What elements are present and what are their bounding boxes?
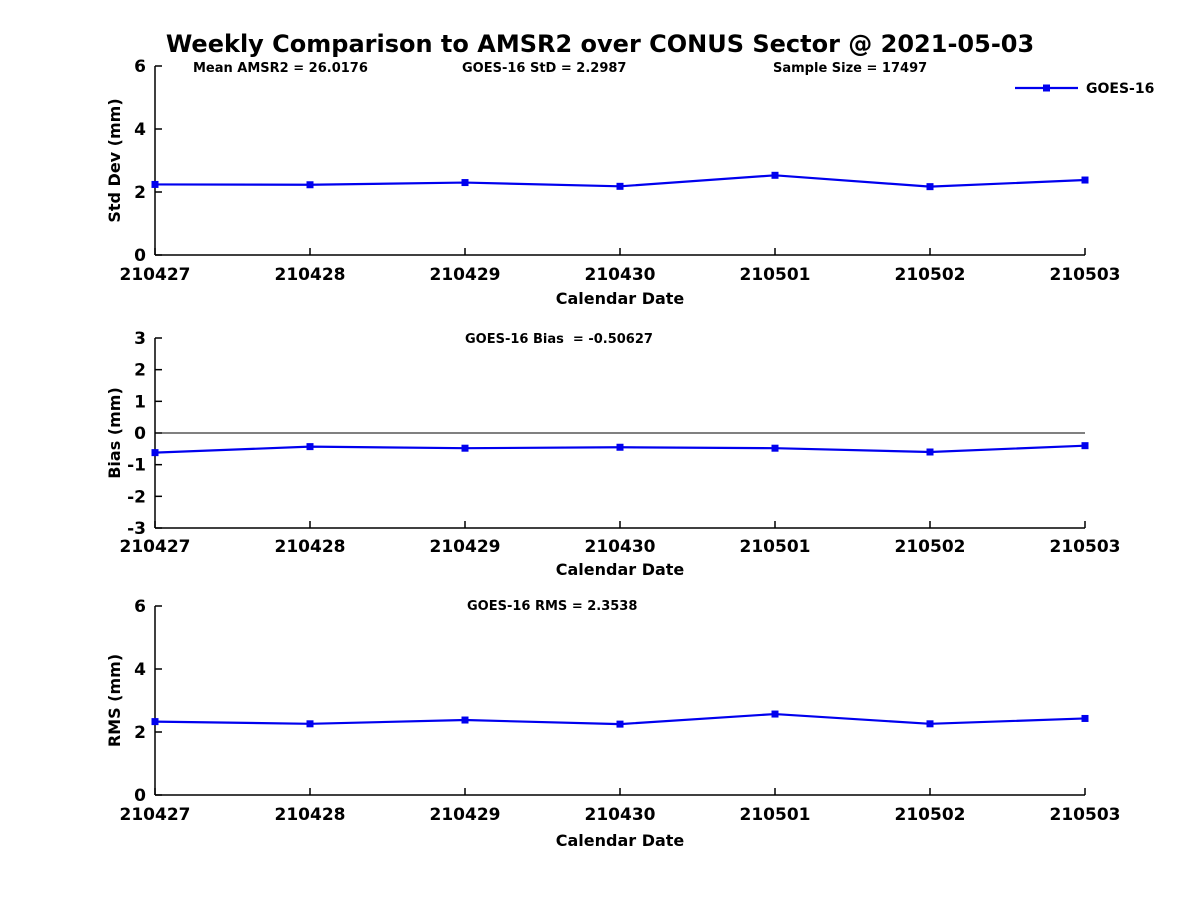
series-marker: [616, 182, 624, 190]
series-marker: [771, 171, 779, 179]
x-tick-label: 210428: [275, 537, 346, 557]
x-tick-label: 210503: [1050, 265, 1121, 285]
series-marker: [1081, 176, 1089, 184]
y-tick-label: 2: [134, 183, 146, 203]
y-tick-label: -2: [127, 487, 146, 507]
series-marker: [306, 181, 314, 189]
y-tick-label: -3: [127, 519, 146, 539]
y-tick-label: 4: [134, 660, 146, 680]
y-tick-label: 2: [134, 723, 146, 743]
panel-title: GOES-16 Bias = -0.50627: [465, 332, 653, 347]
y-axis-title: Bias (mm): [105, 387, 124, 479]
x-tick-label: 210430: [585, 805, 656, 825]
series-marker: [926, 720, 934, 728]
x-tick-label: 210502: [895, 537, 966, 557]
series-marker: [461, 716, 469, 724]
x-tick-label: 210502: [895, 805, 966, 825]
y-tick-label: 0: [134, 424, 146, 444]
panel-title: GOES-16 RMS = 2.3538: [467, 599, 637, 614]
y-tick-label: 2: [134, 361, 146, 381]
series-marker: [306, 443, 314, 451]
y-tick-label: -1: [127, 456, 146, 476]
x-axis-title: Calendar Date: [556, 289, 685, 308]
series-marker: [151, 718, 159, 726]
x-axis-title: Calendar Date: [556, 831, 685, 850]
figure-title: Weekly Comparison to AMSR2 over CONUS Se…: [165, 30, 1035, 58]
series-marker: [461, 179, 469, 187]
series-marker: [1081, 714, 1089, 722]
x-tick-label: 210503: [1050, 537, 1121, 557]
x-tick-label: 210429: [430, 265, 501, 285]
x-tick-label: 210503: [1050, 805, 1121, 825]
x-tick-label: 210427: [120, 805, 191, 825]
x-tick-label: 210502: [895, 265, 966, 285]
x-tick-label: 210430: [585, 537, 656, 557]
x-tick-label: 210429: [430, 805, 501, 825]
y-tick-label: 6: [134, 57, 146, 77]
y-axis-title: Std Dev (mm): [105, 98, 124, 222]
series-marker: [616, 720, 624, 728]
panel-annotation: GOES-16 StD = 2.2987: [462, 61, 626, 76]
series-marker: [926, 183, 934, 191]
x-tick-label: 210428: [275, 265, 346, 285]
series-marker: [616, 443, 624, 451]
y-axis-title: RMS (mm): [105, 654, 124, 747]
y-tick-label: 0: [134, 786, 146, 806]
x-tick-label: 210427: [120, 537, 191, 557]
y-tick-label: 0: [134, 246, 146, 266]
y-tick-label: 1: [134, 392, 146, 412]
series-marker: [1081, 442, 1089, 450]
series-marker: [151, 180, 159, 188]
series-marker: [461, 444, 469, 452]
x-tick-label: 210430: [585, 265, 656, 285]
y-tick-label: 3: [134, 329, 146, 349]
legend-marker: [1043, 84, 1050, 92]
x-tick-label: 210428: [275, 805, 346, 825]
x-tick-label: 210427: [120, 265, 191, 285]
series-marker: [771, 710, 779, 718]
legend-label: GOES-16: [1086, 81, 1154, 97]
panel-annotation: Sample Size = 17497: [773, 61, 927, 76]
x-tick-label: 210429: [430, 537, 501, 557]
x-tick-label: 210501: [740, 805, 811, 825]
x-tick-label: 210501: [740, 537, 811, 557]
y-tick-label: 4: [134, 120, 146, 140]
y-tick-label: 6: [134, 597, 146, 617]
x-tick-label: 210501: [740, 265, 811, 285]
x-axis-title: Calendar Date: [556, 560, 685, 579]
series-marker: [151, 449, 159, 457]
series-marker: [771, 444, 779, 452]
series-marker: [926, 448, 934, 456]
panel-annotation: Mean AMSR2 = 26.0176: [193, 61, 368, 76]
series-marker: [306, 720, 314, 728]
